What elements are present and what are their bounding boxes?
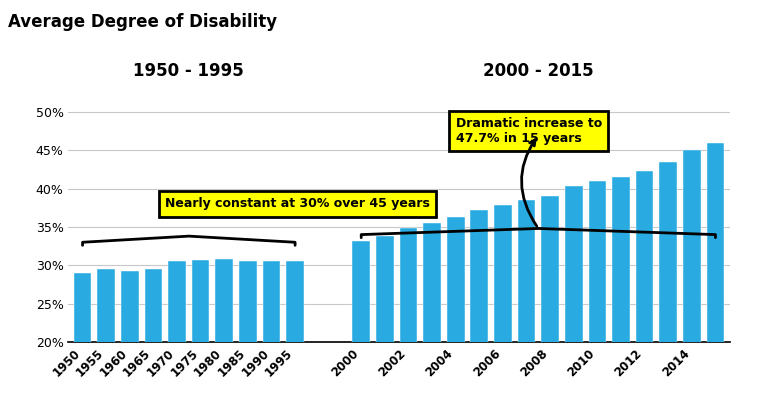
Bar: [144, 269, 163, 417]
Bar: [400, 228, 417, 417]
Bar: [447, 217, 464, 417]
Bar: [541, 196, 559, 417]
Bar: [376, 236, 394, 417]
Bar: [683, 150, 701, 417]
Text: 2000 - 2015: 2000 - 2015: [483, 62, 594, 80]
Bar: [74, 273, 91, 417]
Bar: [423, 223, 441, 417]
Bar: [707, 143, 724, 417]
Bar: [239, 261, 257, 417]
Text: 1950 - 1995: 1950 - 1995: [134, 62, 244, 80]
Bar: [660, 162, 677, 417]
Bar: [168, 261, 186, 417]
Bar: [353, 241, 370, 417]
Bar: [121, 271, 138, 417]
Bar: [97, 269, 115, 417]
Bar: [565, 186, 583, 417]
Text: Dramatic increase to
47.7% in 15 years: Dramatic increase to 47.7% in 15 years: [456, 117, 602, 145]
Bar: [518, 200, 535, 417]
Bar: [588, 181, 606, 417]
Text: Nearly constant at 30% over 45 years: Nearly constant at 30% over 45 years: [165, 197, 430, 211]
Bar: [635, 171, 654, 417]
Bar: [215, 259, 233, 417]
Bar: [470, 210, 488, 417]
Text: Average Degree of Disability: Average Degree of Disability: [8, 13, 277, 30]
Bar: [287, 261, 304, 417]
Bar: [263, 261, 280, 417]
Bar: [612, 177, 630, 417]
Bar: [192, 260, 210, 417]
Bar: [494, 206, 511, 417]
